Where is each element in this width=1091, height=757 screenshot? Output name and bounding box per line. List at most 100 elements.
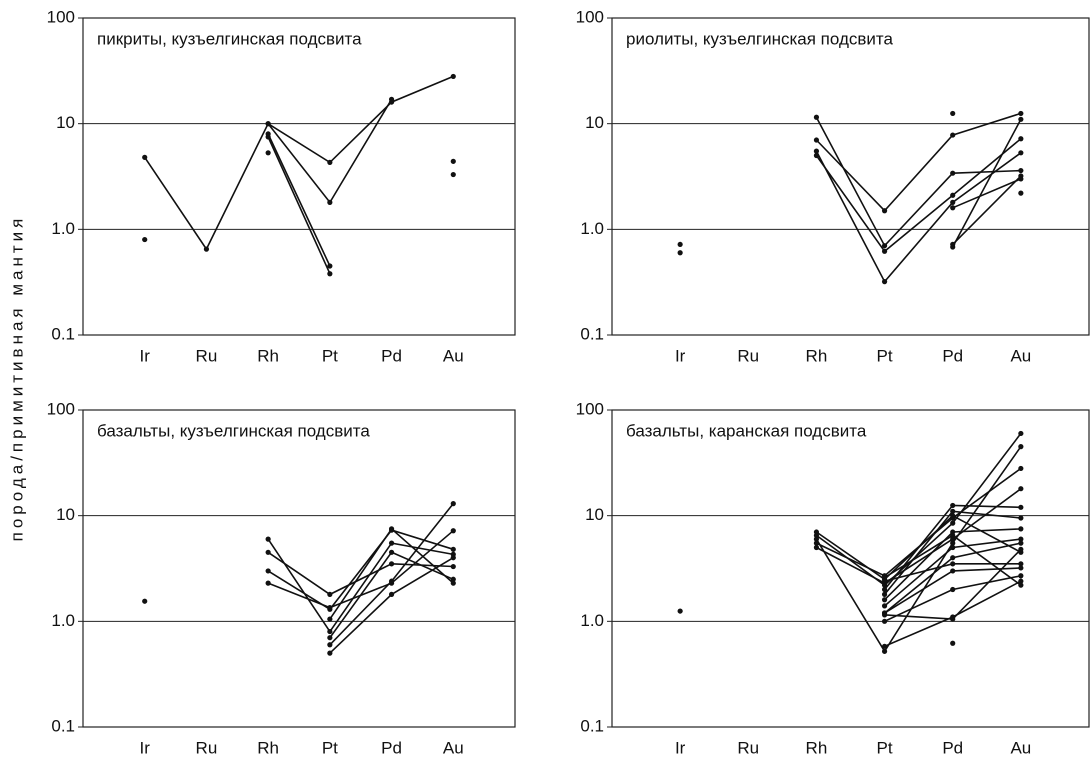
data-point <box>327 159 333 165</box>
series-line <box>815 446 1022 653</box>
x-tick-label: Ru <box>737 738 759 757</box>
data-point <box>813 536 820 542</box>
data-point <box>1018 526 1024 532</box>
data-point <box>1018 486 1024 492</box>
y-tick-label: 10 <box>56 113 75 132</box>
y-tick-label: 1.0 <box>580 219 604 238</box>
data-point <box>265 568 271 574</box>
data-point <box>388 591 395 597</box>
data-point <box>1018 444 1024 450</box>
x-tick-label: Pt <box>322 346 338 365</box>
data-point <box>950 532 956 539</box>
data-point <box>950 205 956 211</box>
x-tick-label: Rh <box>257 738 279 757</box>
panel-title: базальты, каранская подсвита <box>626 421 867 440</box>
data-point <box>327 628 333 635</box>
data-point <box>813 148 820 154</box>
data-point <box>142 154 148 160</box>
data-point <box>327 199 333 205</box>
data-point <box>265 536 271 542</box>
data-point <box>388 96 395 102</box>
panel-title: базальты, кузъелгинская подсвита <box>97 421 370 440</box>
series-line <box>267 529 454 611</box>
x-tick-label: Au <box>443 738 464 757</box>
data-point <box>881 279 888 285</box>
data-point <box>450 171 456 178</box>
x-tick-label: Rh <box>257 346 279 365</box>
x-tick-label: Ir <box>675 346 686 365</box>
series-line <box>815 138 1022 253</box>
series-line <box>329 503 454 646</box>
y-axis-label: порода/примитивная мантия <box>7 215 26 542</box>
data-point <box>950 502 956 509</box>
data-point <box>1018 540 1024 546</box>
y-tick-label: 100 <box>576 399 604 418</box>
data-point <box>950 640 956 646</box>
data-point <box>265 121 271 127</box>
data-point <box>881 208 888 214</box>
data-point <box>1018 582 1024 588</box>
data-point <box>881 612 888 618</box>
data-point <box>388 578 395 584</box>
series-line <box>144 75 454 251</box>
data-point <box>881 586 888 593</box>
data-point <box>450 73 456 80</box>
x-tick-label: Ru <box>196 738 218 757</box>
data-point <box>450 158 456 164</box>
data-point <box>327 604 333 611</box>
y-tick-label: 100 <box>576 7 604 26</box>
y-tick-label: 100 <box>47 7 75 26</box>
data-point <box>1018 536 1024 542</box>
x-tick-label: Ir <box>140 346 151 365</box>
plot-frame <box>611 17 1090 336</box>
series-line <box>884 542 1022 614</box>
data-point <box>950 555 956 561</box>
data-point <box>881 643 888 649</box>
data-point <box>813 532 820 539</box>
data-point <box>1018 561 1024 567</box>
y-tick-label: 1.0 <box>580 611 604 630</box>
data-point <box>950 199 956 205</box>
y-tick-label: 100 <box>47 399 75 418</box>
x-tick-label: Ru <box>737 346 759 365</box>
data-point <box>450 580 456 586</box>
data-point <box>142 236 148 243</box>
data-point <box>327 650 333 656</box>
data-point <box>950 561 956 567</box>
data-point <box>1018 573 1024 579</box>
data-point <box>1018 565 1024 571</box>
x-tick-label: Rh <box>806 738 828 757</box>
data-point <box>450 528 456 534</box>
x-tick-label: Au <box>1010 738 1031 757</box>
data-point <box>265 549 271 555</box>
y-tick-label: 0.1 <box>51 324 75 343</box>
data-point <box>1018 110 1024 117</box>
x-tick-label: Ir <box>675 738 686 757</box>
plot-frame <box>82 17 516 336</box>
data-point <box>1018 465 1024 472</box>
series-line <box>952 178 1022 209</box>
data-point <box>1018 167 1024 174</box>
series-line <box>815 112 1022 212</box>
data-point <box>142 598 148 604</box>
x-tick-label: Pd <box>381 346 402 365</box>
data-point <box>881 248 888 254</box>
data-point <box>450 546 456 552</box>
series-line <box>815 116 1021 248</box>
series-line <box>267 133 331 267</box>
plot-frame <box>82 409 516 728</box>
x-tick-label: Pt <box>877 346 893 365</box>
data-point <box>450 501 456 507</box>
data-point <box>1018 546 1024 552</box>
data-point <box>1018 136 1024 142</box>
y-tick-label: 1.0 <box>51 611 75 630</box>
data-point <box>1018 430 1024 437</box>
data-point <box>950 540 956 546</box>
data-point <box>450 563 456 570</box>
series-line <box>267 98 393 204</box>
data-point <box>327 616 333 622</box>
y-tick-label: 0.1 <box>580 324 604 343</box>
data-point <box>677 241 683 248</box>
data-point <box>450 576 456 582</box>
series-line <box>816 467 1022 577</box>
